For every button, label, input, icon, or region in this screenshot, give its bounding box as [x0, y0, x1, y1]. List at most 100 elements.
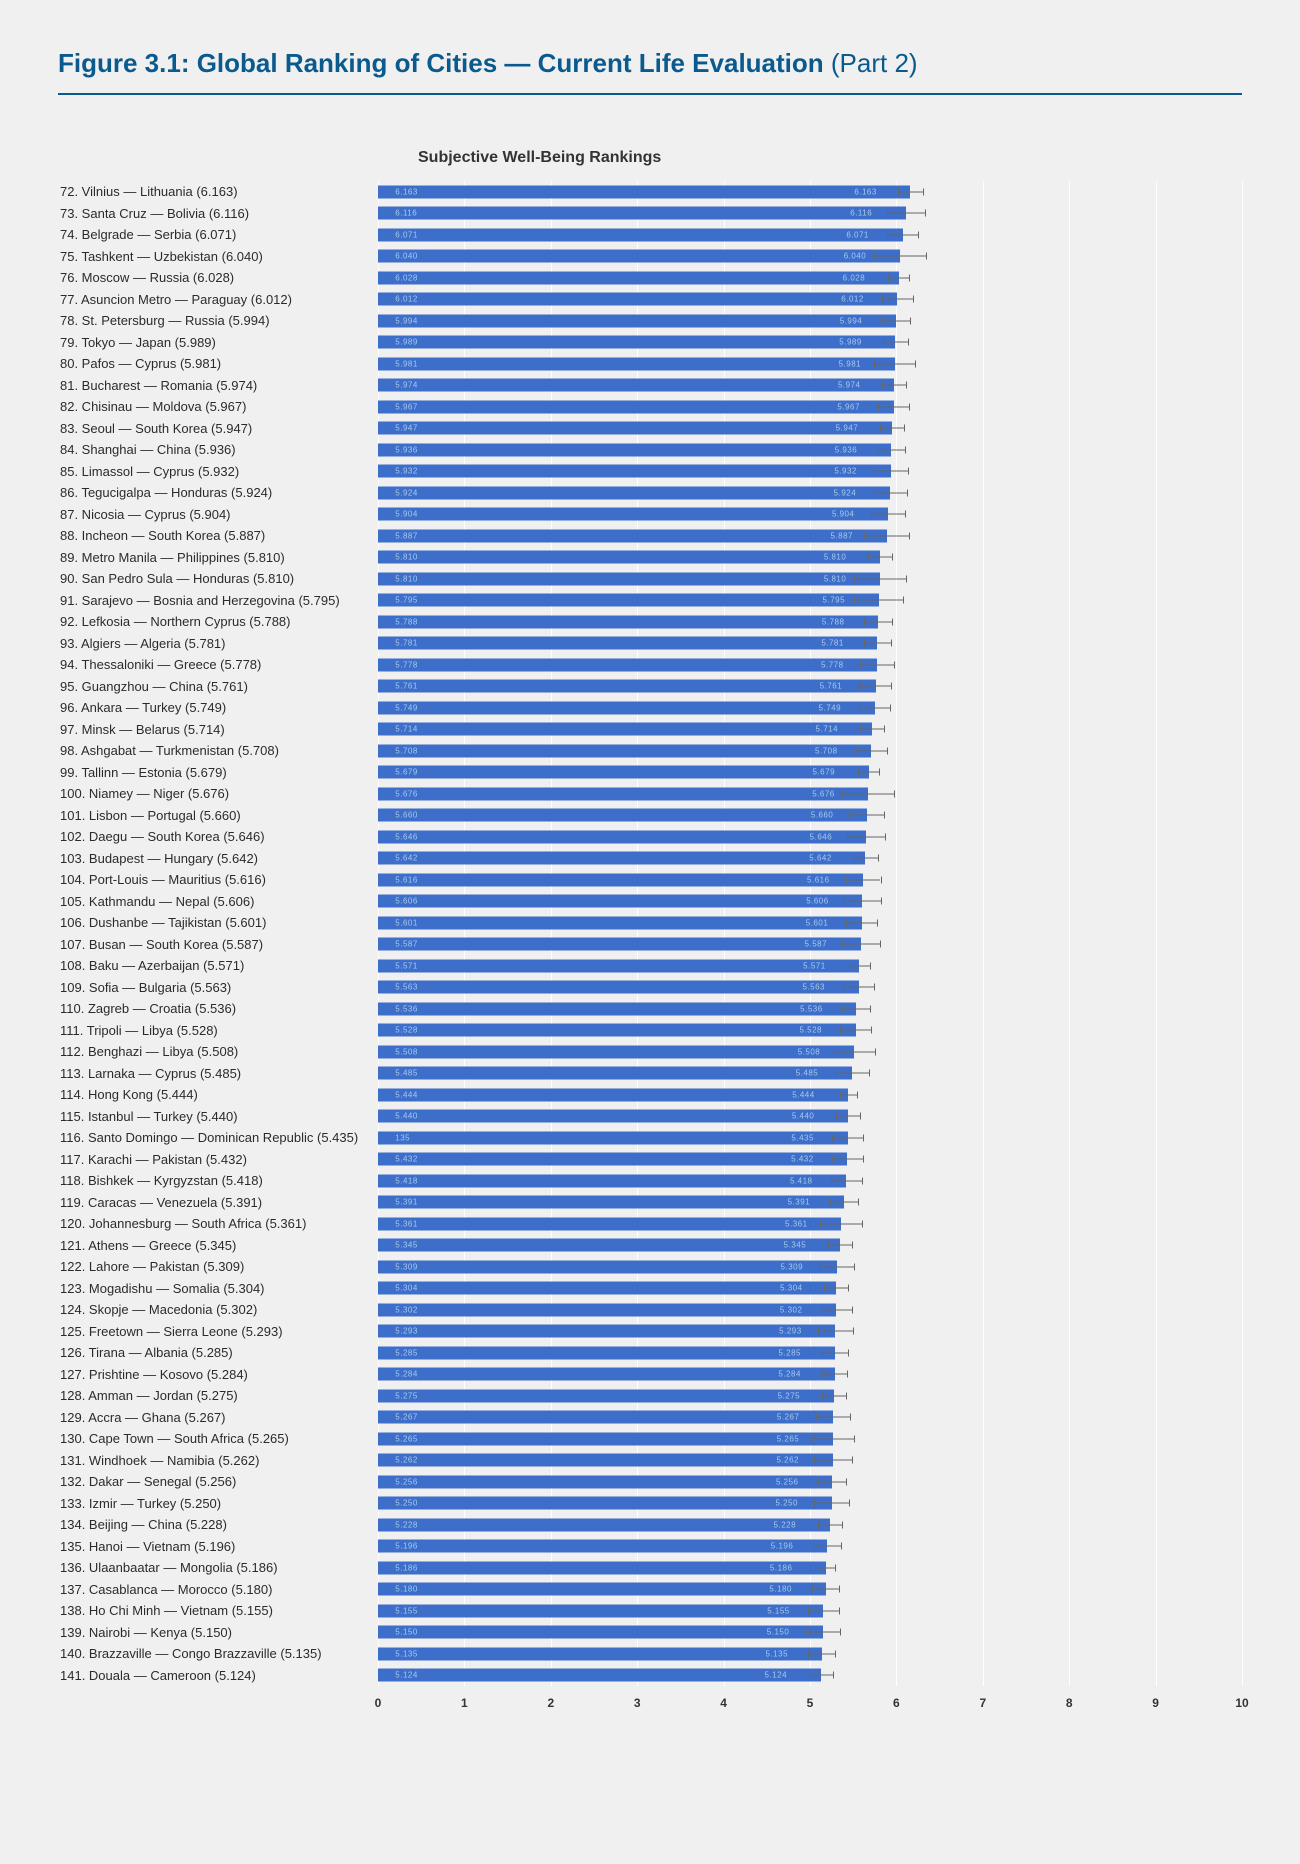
error-cap — [926, 253, 927, 260]
bar-row: 5.7815.781 — [378, 633, 1242, 655]
error-cap — [880, 425, 881, 432]
bar — [378, 1131, 848, 1144]
bar — [378, 1669, 821, 1682]
error-cap — [828, 1242, 829, 1249]
x-tick: 8 — [1066, 1696, 1073, 1710]
error-cap — [863, 1134, 864, 1141]
bar-inner-label-low: 5.660 — [395, 811, 418, 820]
error-cap — [854, 1435, 855, 1442]
error-bar — [856, 750, 887, 751]
error-cap — [879, 769, 880, 776]
bar-inner-label-low: 5.124 — [395, 1671, 418, 1680]
bar-inner-label-high: 5.924 — [834, 488, 857, 497]
bar-inner-label-high: 5.904 — [832, 510, 855, 519]
error-bar — [809, 1675, 833, 1676]
bar-row: 5.3095.309 — [378, 1256, 1242, 1278]
error-bar — [860, 664, 895, 665]
bar-row: 5.7615.761 — [378, 676, 1242, 698]
bar-inner-label-high: 5.440 — [792, 1112, 815, 1121]
bar-inner-label-high: 5.601 — [806, 918, 829, 927]
ranking-row-label: 127. Prishtine — Kosovo (5.284) — [58, 1364, 378, 1386]
bar-inner-label-low: 5.981 — [395, 359, 418, 368]
bar-inner-label-high: 5.676 — [812, 789, 835, 798]
bar-row: 5.5875.587 — [378, 934, 1242, 956]
error-cap — [839, 1607, 840, 1614]
bar — [378, 916, 862, 929]
figure-title-part: (Part 2) — [831, 48, 918, 78]
error-cap — [819, 1263, 820, 1270]
bar — [378, 443, 891, 456]
bar-inner-label-high: 5.536 — [800, 1004, 823, 1013]
bar-inner-label-low: 5.810 — [395, 553, 418, 562]
error-cap — [860, 726, 861, 733]
bar — [378, 271, 899, 284]
bar-row: 5.7885.788 — [378, 611, 1242, 633]
bar-inner-label-high: 5.250 — [775, 1499, 798, 1508]
bar — [378, 1411, 833, 1424]
bar — [378, 422, 892, 435]
bar-inner-label-low: 5.284 — [395, 1370, 418, 1379]
error-cap — [813, 1543, 814, 1550]
bar-row: 5.7495.749 — [378, 697, 1242, 719]
figure-title: Figure 3.1: Global Ranking of Cities — C… — [58, 48, 1242, 95]
x-tick: 5 — [807, 1696, 814, 1710]
bar-row: 5.9365.936 — [378, 439, 1242, 461]
error-bar — [854, 578, 906, 579]
x-tick: 0 — [375, 1696, 382, 1710]
error-bar — [833, 1051, 874, 1052]
error-cap — [853, 1328, 854, 1335]
error-bar — [882, 320, 910, 321]
error-cap — [842, 1005, 843, 1012]
bar-row: 5.3455.345 — [378, 1235, 1242, 1257]
error-cap — [840, 1629, 841, 1636]
bar — [378, 1196, 844, 1209]
bar — [378, 228, 903, 241]
error-bar — [858, 772, 879, 773]
ranking-row-label: 105. Kathmandu — Nepal (5.606) — [58, 891, 378, 913]
error-cap — [843, 898, 844, 905]
bar-row: 5.6795.679 — [378, 762, 1242, 784]
error-cap — [871, 1027, 872, 1034]
ranking-row-label: 121. Athens — Greece (5.345) — [58, 1235, 378, 1257]
bar — [378, 185, 910, 198]
bar-inner-label-low: 6.071 — [395, 230, 418, 239]
ranking-row-label: 133. Izmir — Turkey (5.250) — [58, 1493, 378, 1515]
bar-inner-label-low: 5.781 — [395, 639, 418, 648]
bar-inner-label-low: 5.904 — [395, 510, 418, 519]
ranking-row-label: 73. Santa Cruz — Bolivia (6.116) — [58, 203, 378, 225]
bar-row: 5.4405.440 — [378, 1106, 1242, 1128]
ranking-row-label: 78. St. Petersburg — Russia (5.994) — [58, 310, 378, 332]
error-bar — [898, 191, 922, 192]
ranking-row-label: 128. Amman — Jordan (5.275) — [58, 1385, 378, 1407]
bar-inner-label-low: 5.418 — [395, 1176, 418, 1185]
bar-row: 5.6165.616 — [378, 869, 1242, 891]
error-bar — [864, 643, 892, 644]
bar-inner-label-low: 5.196 — [395, 1542, 418, 1551]
bar-inner-label-high: 5.432 — [791, 1155, 814, 1164]
bar-row: 6.0286.028 — [378, 267, 1242, 289]
error-cap — [846, 1478, 847, 1485]
bar — [378, 1583, 826, 1596]
error-bar — [854, 600, 902, 601]
bar-row: 5.2845.284 — [378, 1364, 1242, 1386]
bar-row: 6.1166.116 — [378, 203, 1242, 225]
error-bar — [878, 406, 909, 407]
error-bar — [882, 299, 913, 300]
x-tick: 9 — [1152, 1696, 1159, 1710]
error-bar — [830, 1202, 858, 1203]
error-bar — [842, 944, 880, 945]
error-bar — [849, 965, 870, 966]
bar — [378, 1239, 840, 1252]
bar-row: 5.6015.601 — [378, 912, 1242, 934]
error-bar — [821, 1352, 849, 1353]
error-cap — [874, 360, 875, 367]
bar — [378, 357, 895, 370]
bar-inner-label-high: 5.616 — [807, 875, 830, 884]
bar-inner-label-high: 5.304 — [780, 1284, 803, 1293]
error-cap — [833, 1672, 834, 1679]
bar-inner-label-low: 5.936 — [395, 445, 418, 454]
error-bar — [812, 1438, 853, 1439]
bar-inner-label-high: 5.587 — [805, 940, 828, 949]
error-cap — [843, 984, 844, 991]
bar-row: 5.5715.571 — [378, 955, 1242, 977]
